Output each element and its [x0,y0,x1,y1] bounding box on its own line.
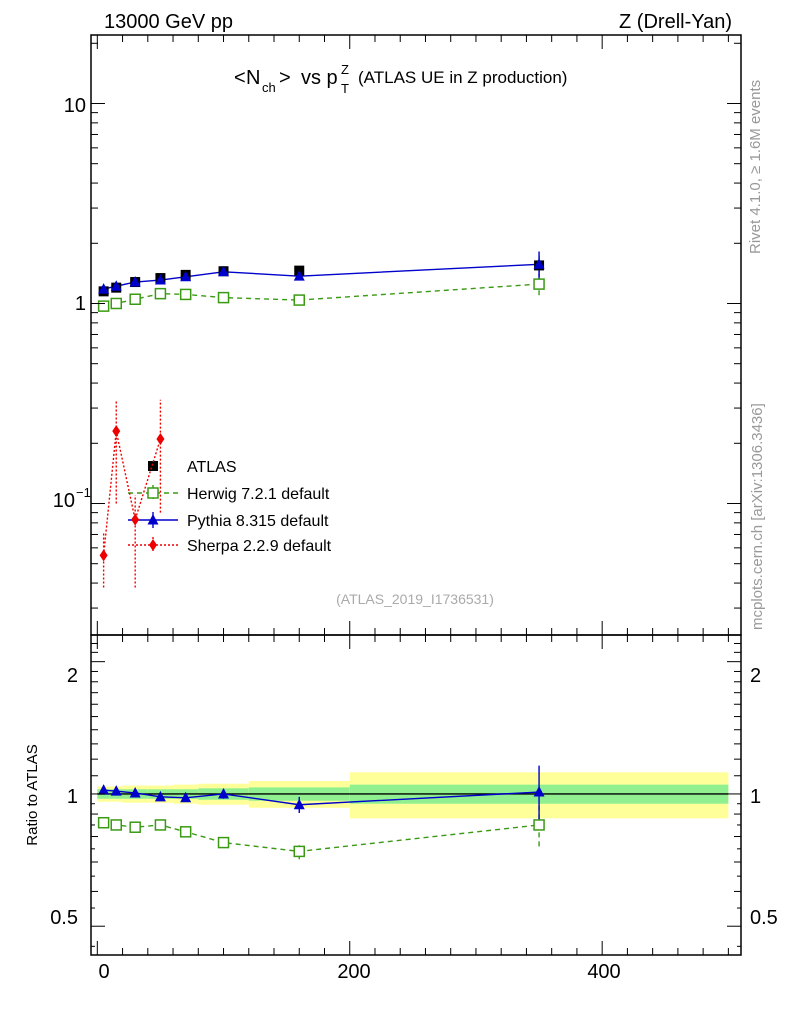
title-p-sup: Z [341,62,349,77]
rivet-label: Rivet 4.1.0, ≥ 1.6M events [747,80,764,254]
analysis-id: (ATLAS_2019_I1736531) [336,591,494,607]
main-pythia-line [103,263,540,290]
main-herwig-point [129,293,141,305]
title-tail: (ATLAS UE in Z production) [358,68,567,87]
main-sherpa-point [156,433,165,446]
ratio-ytick-label-0.5: 0.5 [50,907,78,929]
legend-label-atlas: ATLAS [187,459,237,476]
title-n: N [246,67,260,89]
main-pythia-point [154,274,166,285]
ratio-pythia-point [293,798,305,810]
mcplots-label: mcplots.cern.ch [arXiv:1306.3436] [749,403,766,630]
ratio-ytick-label-1: 1 [67,786,78,808]
main-herwig-point [293,294,306,306]
main-sherpa-point [131,513,140,526]
main-sherpa-point [99,549,108,562]
ratio-herwig-point [97,816,110,829]
ratio-herwig-point [293,845,306,858]
legend-marker-sherpa [149,539,157,551]
title-p-sub: T [341,81,349,96]
ratio-ytick-label-2: 2 [67,665,78,687]
main-herwig-point [179,288,192,301]
main-herwig-point [97,300,110,312]
xtick-label-0: 0 [98,961,109,983]
ratio-herwig-line [103,822,540,853]
header-left: 13000 GeV pp [104,11,233,33]
legend-label-sherpa: Sherpa 2.2.9 default [187,538,332,555]
legend-label-herwig: Herwig 7.2.1 default [187,486,330,503]
ratio-herwig-point [179,826,192,838]
legend-marker-pythia [147,514,159,525]
ratio-ytick-label-2-right: 2 [750,665,761,687]
main-ytick-label-0.1: 10 [53,490,75,512]
main-pythia-point [218,265,230,277]
ratio-pythia-point [154,790,166,802]
plot-title: < N ch > vs p Z T (ATLAS UE in Z product… [234,62,567,96]
main-pythia-point [110,280,122,291]
main-pythia-point [129,276,141,287]
ratio-pythia-point [129,786,141,798]
main-ytick-label-1: 1 [75,293,86,315]
main-herwig-point [533,278,545,290]
ratio-ytick-label-1-right: 1 [750,786,761,808]
main-ytick-label-10: 10 [64,95,86,117]
main-pythia-point [180,270,192,282]
main-herwig-point [110,297,122,310]
header-right: Z (Drell-Yan) [619,11,732,33]
ratio-herwig-point [217,836,230,849]
legend-marker-herwig [147,487,159,499]
ratio-herwig-point [533,819,545,831]
legend-marker-atlas [148,461,158,471]
main-herwig-point [217,291,230,304]
ratio-pythia-point [218,787,230,799]
ratio-herwig-point [154,819,167,831]
title-lt: < [234,67,246,89]
ratio-pythia-point [180,791,192,803]
ratio-pythia-point [98,784,110,795]
main-sherpa-line [102,430,162,556]
title-vs: vs p [301,67,338,89]
title-n-sub: ch [262,80,276,95]
main-pythia-point [98,283,110,294]
ratio-ylabel: Ratio to ATLAS [24,744,41,845]
main-herwig-point [154,287,167,300]
ratio-herwig-point [129,821,141,833]
ratio-pythia-point [110,785,122,796]
xtick-label-400: 400 [587,961,620,983]
xtick-label-200: 200 [337,961,370,983]
legend-label-pythia: Pythia 8.315 default [187,513,329,530]
main-ytick-label-0.1-exp: −1 [76,485,91,500]
title-gt: > [279,67,291,89]
ratio-pythia-point [533,786,545,797]
ratio-herwig-point [110,819,122,831]
main-pythia-point [533,258,545,269]
main-sherpa-point [112,425,121,438]
main-herwig-line [103,283,540,307]
ratio-plot-frame [90,634,742,956]
ratio-ytick-label-0.5-right: 0.5 [750,907,778,929]
main-pythia-point [293,270,305,281]
legend: ATLAS Herwig 7.2.1 default Pythia 8.315 … [128,459,332,555]
